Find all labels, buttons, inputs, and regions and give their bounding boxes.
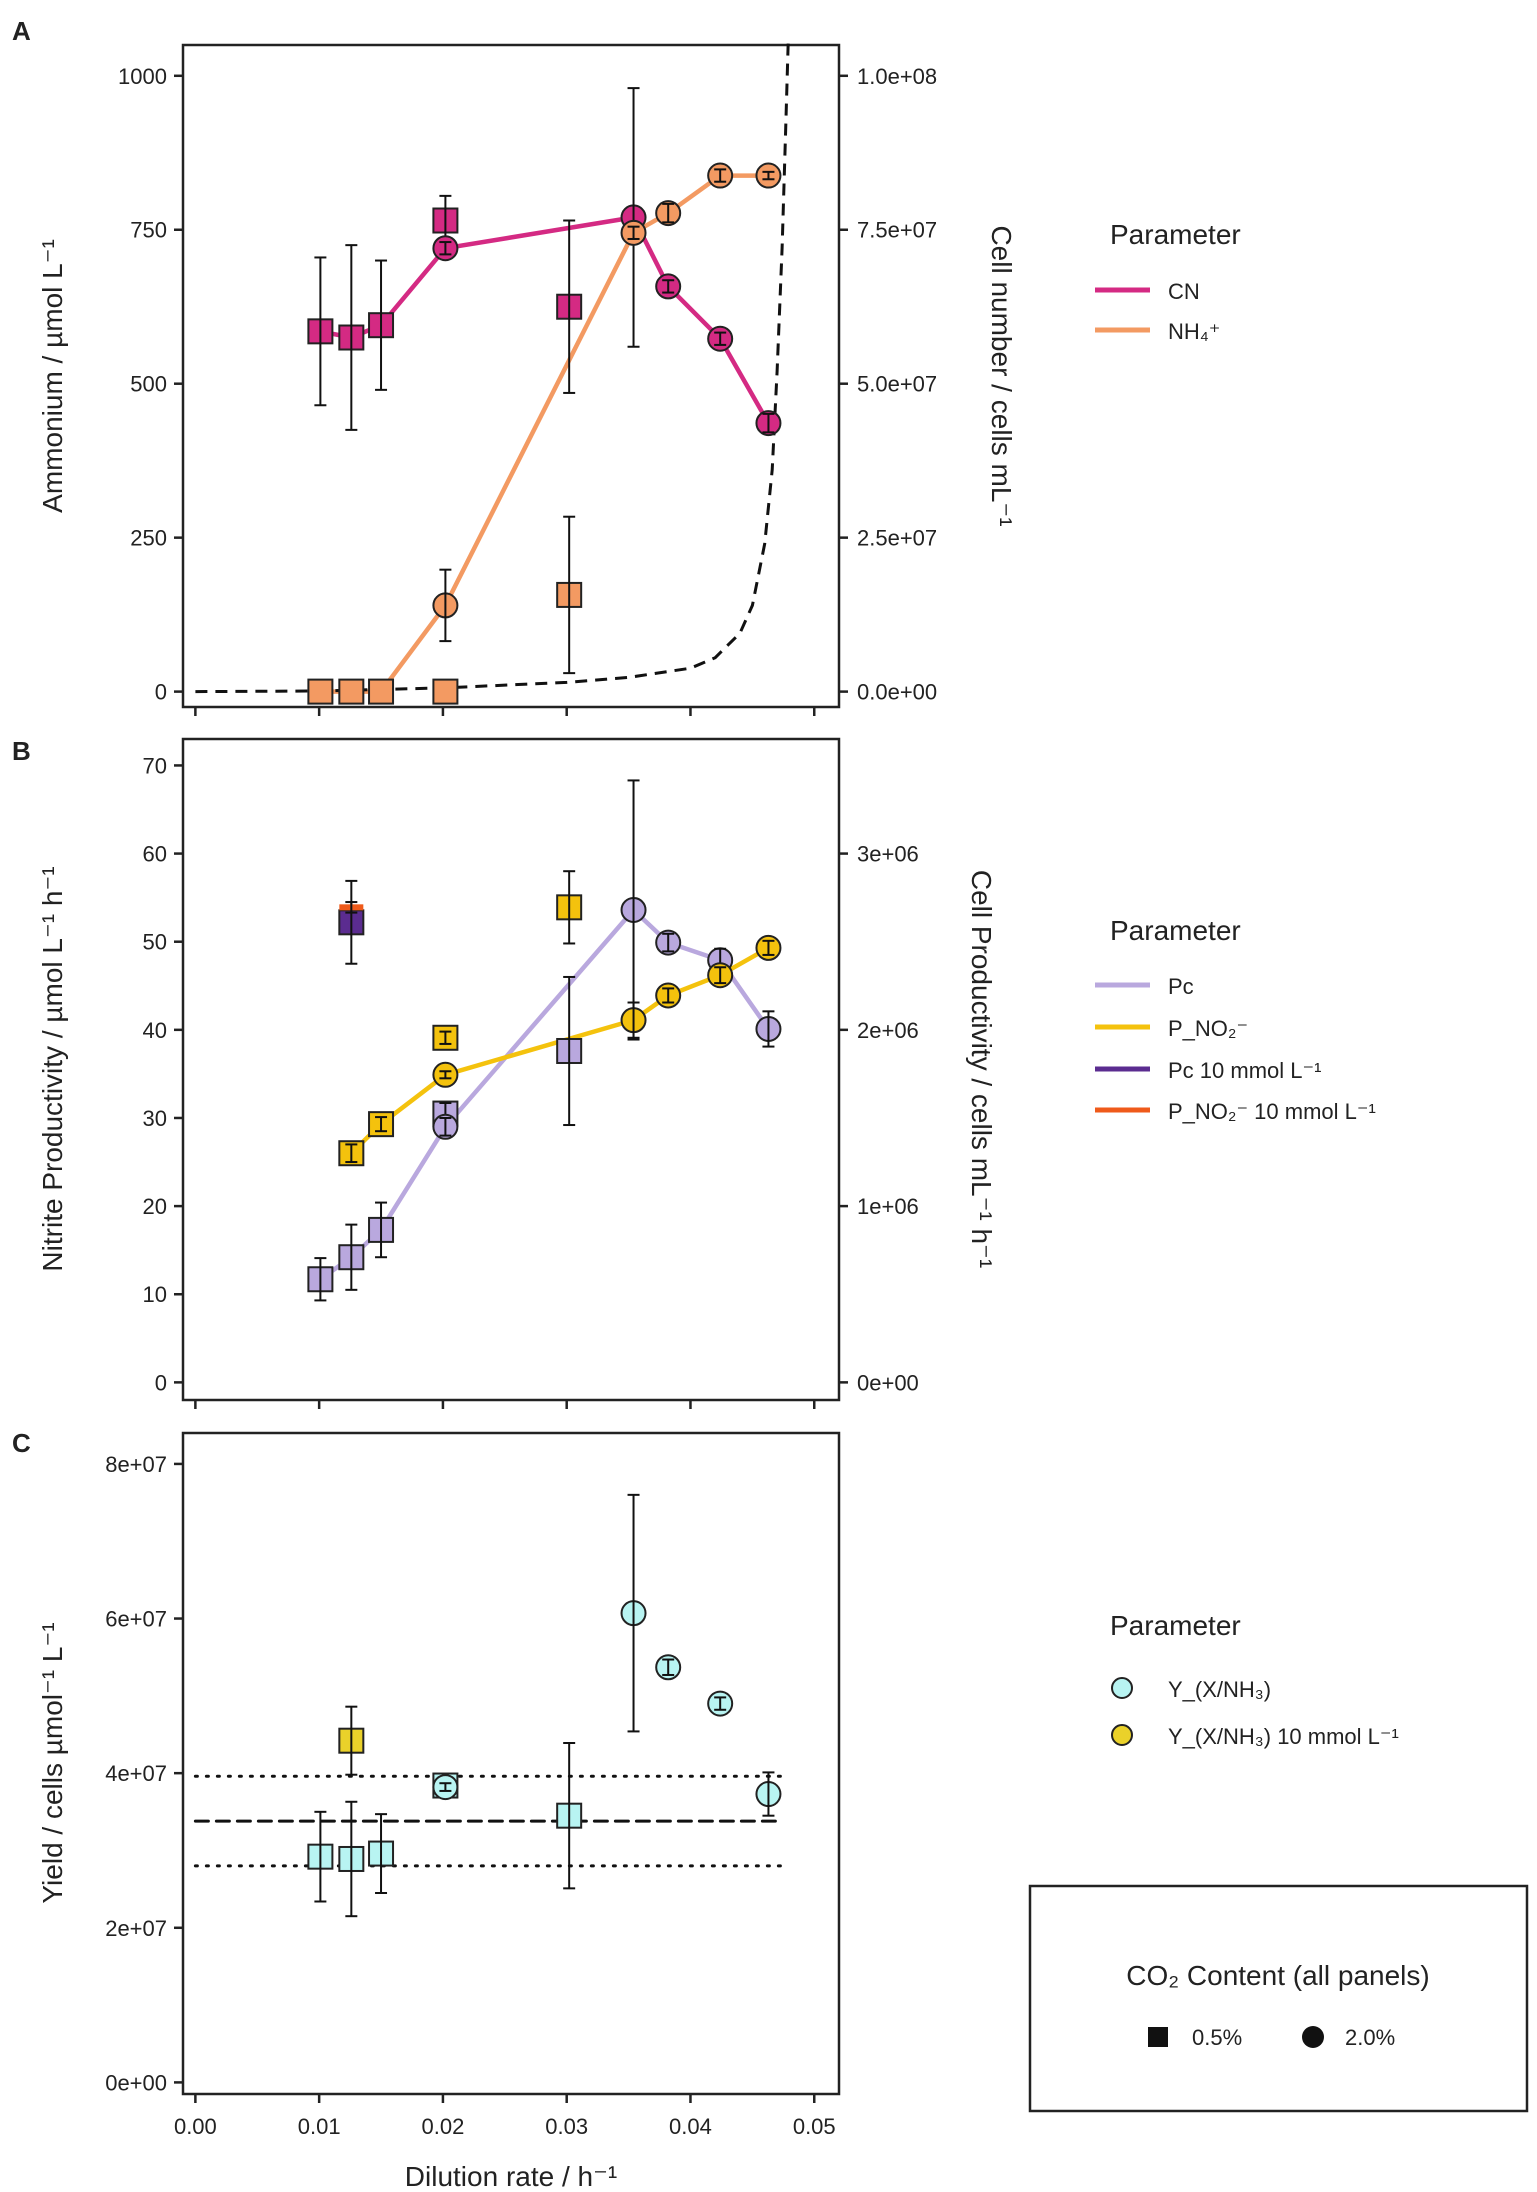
- legend-yield10-swatch: [1111, 1724, 1133, 1746]
- panel-a-y2-tick-label: 1.0e+08: [857, 64, 937, 89]
- legend-a-title: Parameter: [1110, 219, 1241, 250]
- panel-a-legend: Parameter CN NH₄⁺: [1095, 219, 1241, 344]
- panel-a-y-tick-label: 500: [130, 372, 167, 397]
- panel-b-y2-tick-label: 1e+06: [857, 1194, 919, 1219]
- x-tick-label: 0.03: [545, 2114, 588, 2139]
- panel-b-y-tick-label: 70: [143, 753, 167, 778]
- panel-b-y-tick-label: 30: [143, 1106, 167, 1131]
- panel-a-series-line: [320, 173, 769, 694]
- panel-a-y-tick-label: 750: [130, 218, 167, 243]
- x-tick-label: 0.05: [793, 2114, 836, 2139]
- panel-b-y2-tick-label: 0e+00: [857, 1370, 919, 1395]
- co2-legend-box: [1028, 1884, 1529, 2113]
- panel-c-y-tick-label: 4e+07: [105, 1761, 167, 1786]
- panel-b-y-tick-label: 20: [143, 1194, 167, 1219]
- panel-b-y-tick-label: 40: [143, 1018, 167, 1043]
- panel-a-y2-tick-label: 2.5e+07: [857, 526, 937, 551]
- co2-legend-title: CO₂ Content (all panels): [1126, 1960, 1429, 1991]
- panel-b-ylabel: Nitrite Productivity / µmol L⁻¹ h⁻¹: [37, 866, 68, 1271]
- panel-c-frame: [181, 1431, 841, 2096]
- panel-c-y-tick-label: 0e+00: [105, 2070, 167, 2095]
- legend-nh4-label: NH₄⁺: [1168, 319, 1220, 344]
- co2-legend: CO₂ Content (all panels) 0.5% 2.0%: [1028, 1884, 1529, 2113]
- panel-b-y2-tick-label: 3e+06: [857, 842, 919, 867]
- legend-cn-label: CN: [1168, 279, 1200, 304]
- panel-a-ylabel: Ammonium / µmol L⁻¹: [37, 239, 68, 513]
- panel-a-square-marker: [307, 678, 334, 705]
- panel-a-model-curve: [195, 38, 790, 694]
- legend-yield10-label: Y_(X/NH₃) 10 mmol L⁻¹: [1168, 1724, 1399, 1749]
- panel-b-y2-tick-label: 2e+06: [857, 1018, 919, 1043]
- panel-c-legend: Parameter Y_(X/NH₃) Y_(X/NH₃) 10 mmol L⁻…: [1110, 1610, 1399, 1749]
- panel-a-square-marker: [368, 678, 395, 705]
- panel-a-letter: A: [12, 16, 31, 46]
- x-tick-label: 0.02: [422, 2114, 465, 2139]
- panel-b-ylabel-right: Cell Productivity / cells mL⁻¹ h⁻¹: [966, 870, 997, 1268]
- legend-pc-label: Pc: [1168, 974, 1194, 999]
- legend-c-title: Parameter: [1110, 1610, 1241, 1641]
- panel-a-y-tick-label: 250: [130, 526, 167, 551]
- panel-c-ylabel: Yield / cells µmol⁻¹ L⁻¹: [37, 1622, 68, 1903]
- panel-a-ylabel-right: Cell number / cells mL⁻¹: [986, 225, 1017, 526]
- co2-circle-swatch: [1302, 2026, 1324, 2048]
- panel-c-y-tick-label: 6e+07: [105, 1607, 167, 1632]
- panel-b-legend: Parameter Pc P_NO₂⁻ Pc 10 mmol L⁻¹ P_NO₂…: [1095, 915, 1376, 1124]
- panel-a-y2-tick-label: 7.5e+07: [857, 218, 937, 243]
- x-tick-label: 0.04: [669, 2114, 712, 2139]
- panel-a-y2-tick-label: 0.0e+00: [857, 680, 937, 705]
- legend-b-title: Parameter: [1110, 915, 1241, 946]
- panel-b-y-tick-label: 10: [143, 1282, 167, 1307]
- legend-pno2-label: P_NO₂⁻: [1168, 1016, 1248, 1041]
- panel-a-y2-tick-label: 5.0e+07: [857, 372, 937, 397]
- panel-c-letter: C: [12, 1428, 31, 1458]
- co2-square-swatch: [1148, 2027, 1168, 2047]
- panel-a-square-marker: [338, 678, 365, 705]
- panel-a-frame: [181, 43, 841, 709]
- legend-pno2-10-label: P_NO₂⁻ 10 mmol L⁻¹: [1168, 1099, 1376, 1124]
- co2-legend-item-1: 0.5%: [1192, 2025, 1242, 2050]
- panel-b-letter: B: [12, 736, 31, 766]
- plot-layer: 025050075010000.0e+002.5e+075.0e+077.5e+…: [105, 38, 937, 2139]
- panel-b-y-tick-label: 50: [143, 930, 167, 955]
- legend-pc10-label: Pc 10 mmol L⁻¹: [1168, 1058, 1321, 1083]
- x-tick-label: 0.00: [174, 2114, 217, 2139]
- x-axis-label: Dilution rate / h⁻¹: [405, 2161, 617, 2192]
- panel-a-y-tick-label: 1000: [118, 64, 167, 89]
- legend-yield-swatch: [1111, 1677, 1133, 1699]
- legend-yield-label: Y_(X/NH₃): [1168, 1677, 1271, 1702]
- panel-a-y-tick-label: 0: [155, 680, 167, 705]
- co2-legend-item-2: 2.0%: [1345, 2025, 1395, 2050]
- panel-c-y-tick-label: 2e+07: [105, 1916, 167, 1941]
- panel-b-y-tick-label: 60: [143, 842, 167, 867]
- x-tick-label: 0.01: [298, 2114, 341, 2139]
- panel-b-y-tick-label: 0: [155, 1370, 167, 1395]
- panel-b-frame: [181, 737, 841, 1402]
- panel-c-y-tick-label: 8e+07: [105, 1452, 167, 1477]
- panel-a-square-marker: [432, 678, 459, 705]
